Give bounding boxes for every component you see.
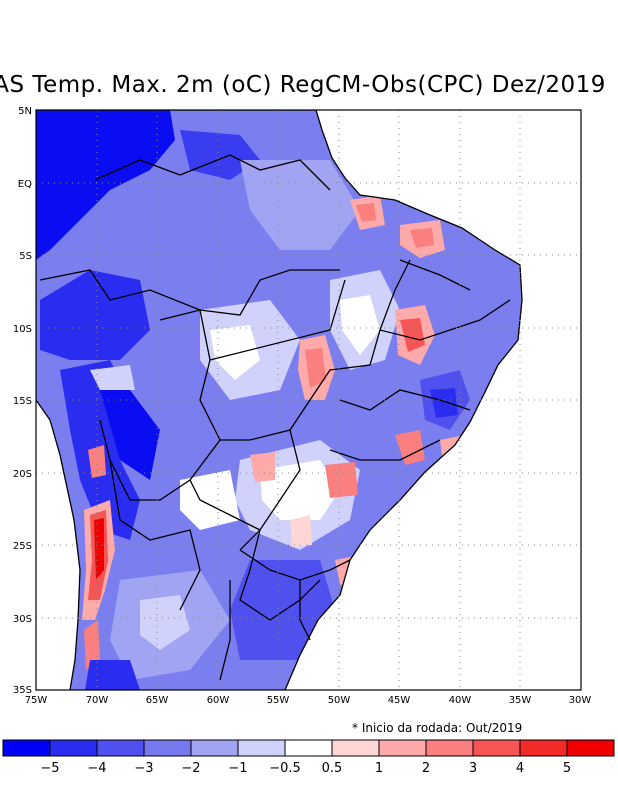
- colorbar-swatch: [378, 739, 427, 757]
- colorbar-swatch: [96, 739, 145, 757]
- colorbar-label: 2: [422, 761, 430, 776]
- lon-tick: 50W: [328, 695, 351, 706]
- colorbar-label: 4: [516, 761, 524, 776]
- colorbar-swatch: [331, 739, 380, 757]
- lon-tick: 30W: [569, 695, 592, 706]
- lat-tick: 35S: [13, 685, 32, 696]
- colorbar-label: 1: [375, 761, 383, 776]
- lon-tick: 70W: [86, 695, 109, 706]
- lon-tick: 55W: [267, 695, 290, 706]
- colorbar-swatch: [472, 739, 521, 757]
- lat-tick: 25S: [13, 541, 32, 552]
- colorbar-label: 3: [469, 761, 477, 776]
- colorbar-label: 0.5: [322, 761, 343, 776]
- colorbar-label: −2: [181, 761, 200, 776]
- lat-tick: 5N: [18, 106, 32, 117]
- colorbar-swatch: [190, 739, 239, 757]
- lon-tick: 45W: [388, 695, 411, 706]
- map-title: IAS Temp. Max. 2m (oC) RegCM-Obs(CPC) De…: [0, 70, 618, 106]
- lat-tick: 5S: [19, 251, 32, 262]
- lat-tick: EQ: [18, 179, 32, 190]
- lat-tick: 20S: [13, 469, 32, 480]
- colorbar-label: −3: [134, 761, 153, 776]
- colorbar-label: 5: [563, 761, 571, 776]
- run-start-note: * Inicio da rodada: Out/2019: [352, 721, 523, 735]
- grid: [36, 110, 581, 690]
- colorbar-label: −0.5: [269, 761, 301, 776]
- lon-tick: 75W: [25, 695, 48, 706]
- lat-ticks: 5N EQ 5S 10S 15S 20S 25S 30S 35S: [13, 106, 32, 696]
- colorbar-swatch: [2, 739, 51, 757]
- colorbar-labels: −5 −4 −3 −2 −1 −0.5 0.5 1 2 3 4 5: [40, 761, 571, 776]
- colorbar-label: −1: [228, 761, 247, 776]
- lon-tick: 35W: [509, 695, 532, 706]
- colorbar-swatch: [425, 739, 474, 757]
- colorbar-boxes: [2, 739, 615, 757]
- colorbar-swatch: [143, 739, 192, 757]
- borders: [36, 110, 523, 690]
- lon-ticks: 75W 70W 65W 60W 55W 50W 45W 40W 35W 30W: [25, 695, 592, 706]
- colorbar-swatch: [237, 739, 286, 757]
- lon-tick: 60W: [207, 695, 230, 706]
- pacific-ocean: [36, 400, 80, 690]
- colorbar: −5 −4 −3 −2 −1 −0.5 0.5 1 2 3 4 5: [2, 739, 615, 776]
- lon-tick: 40W: [449, 695, 472, 706]
- colorbar-label: −4: [87, 761, 106, 776]
- lat-tick: 15S: [13, 396, 32, 407]
- lon-tick: 65W: [146, 695, 169, 706]
- lat-tick: 10S: [13, 324, 32, 335]
- map-title-text: IAS Temp. Max. 2m (oC) RegCM-Obs(CPC) De…: [0, 72, 606, 98]
- colorbar-swatch: [519, 739, 568, 757]
- colorbar-swatch: [566, 739, 615, 757]
- colorbar-swatch: [49, 739, 98, 757]
- map-border: [35, 109, 582, 691]
- anomaly-map: 75W 70W 65W 60W 55W 50W 45W 40W 35W 30W …: [13, 106, 592, 706]
- lat-tick: 30S: [13, 614, 32, 625]
- colorbar-label: −5: [40, 761, 59, 776]
- ocean: [285, 110, 581, 690]
- colorbar-swatch: [284, 739, 333, 757]
